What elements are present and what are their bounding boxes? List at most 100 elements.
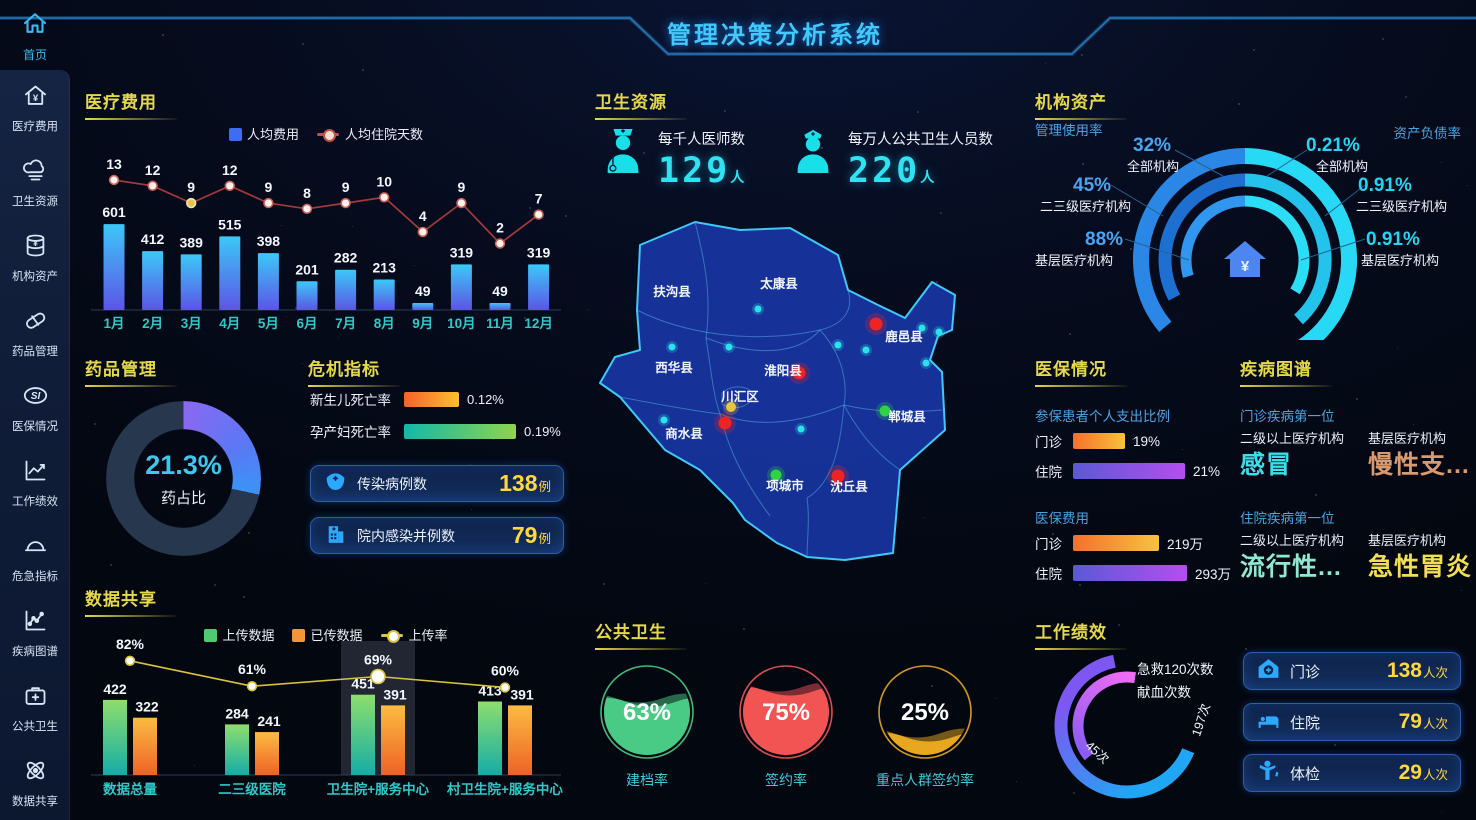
- district-label[interactable]: 郸城县: [888, 409, 926, 424]
- sidebar-item-8[interactable]: 公共卫生: [0, 670, 70, 745]
- panel-crisis: 危机指标 新生儿死亡率 0.12% 孕产妇死亡率 0.19% 传染病例数 138例 院内感…: [308, 355, 566, 570]
- panel-map: 扶沟县 太康县鹿邑县西华县 淮阳县 川汇区商水县 郸城县项城市 沈丘县: [592, 198, 1017, 570]
- sidebar-item-3[interactable]: 药品管理: [0, 295, 70, 370]
- panel-performance: 工作绩效 急救120次数 献血次数 197次 45次: [1035, 618, 1240, 818]
- svg-text:319: 319: [450, 244, 474, 260]
- svg-text:515: 515: [218, 216, 242, 232]
- crisis-card-1: 院内感染并例数 79例: [310, 517, 564, 554]
- insurance-row: 住院 293万: [1035, 565, 1232, 582]
- svg-text:601: 601: [102, 204, 126, 220]
- right-metric-label: 全部机构: [1316, 159, 1369, 174]
- sidebar-item-5[interactable]: 工作绩效: [0, 445, 70, 520]
- panel-org-asset: 机构资产 管理使用率 资产负债率 ¥32% 全部机构 45% 二三级医疗机构 88% 基层…: [1035, 88, 1465, 340]
- disease-name: 感冒: [1240, 451, 1293, 479]
- left-metric-label: 二三级医疗机构: [1040, 199, 1132, 214]
- svg-text:422: 422: [103, 681, 127, 697]
- svg-text:12月: 12月: [524, 316, 553, 331]
- sidebar-item-1[interactable]: 卫生资源: [0, 145, 70, 220]
- svg-text:319: 319: [527, 244, 551, 260]
- sidebar-item-label: 工作绩效: [12, 495, 58, 508]
- sidebar-item-7[interactable]: 疾病图谱: [0, 595, 70, 670]
- legend-item: 已传数据: [292, 625, 363, 644]
- disease-subtitle: 住院疾病第一位: [1240, 511, 1335, 526]
- panel-title: 医保情况: [1035, 360, 1107, 379]
- sidebar-item-6[interactable]: 危急指标: [0, 520, 70, 595]
- sidebar-item-0[interactable]: ¥ 医疗费用: [0, 70, 70, 145]
- svg-text:13: 13: [106, 156, 122, 172]
- title-underline: [85, 615, 177, 617]
- svg-text:398: 398: [257, 233, 281, 249]
- svg-text:2月: 2月: [142, 316, 163, 331]
- medical-cost-chart: 601 1月 412 2月 389 3月 515 4月 398 5月 201 6月 282 7月 213 8月…: [85, 136, 567, 341]
- panel-insurance: 医保情况 参保患者个人支出比例 门诊 19% 住院 21% 医保费用 门诊 219万 住院 293…: [1035, 355, 1235, 590]
- right-metric-value: 0.21%: [1306, 135, 1360, 156]
- database-yen-icon: ¥: [22, 232, 49, 264]
- health-stat-0: 每千人医师数 129人: [600, 126, 745, 189]
- visit-card-门诊: 门诊 138人次: [1243, 652, 1461, 690]
- panel-title: 医疗费用: [85, 93, 157, 112]
- district-label[interactable]: 淮阳县: [764, 363, 802, 378]
- crisis-card-0: 传染病例数 138例: [310, 465, 564, 502]
- sidebar-item-label: 医疗费用: [12, 120, 58, 133]
- cloud-icon: [22, 157, 49, 189]
- panel-data-share: 数据共享 上传数据 已传数据 上传率 422 322 数据总量 284 241 二三级医院 45…: [85, 585, 567, 817]
- district-label[interactable]: 太康县: [760, 276, 798, 291]
- district-label[interactable]: 鹿邑县: [885, 329, 923, 344]
- svg-text:二三级医院: 二三级医院: [218, 781, 286, 797]
- svg-text:4: 4: [419, 208, 427, 224]
- svg-text:¥: ¥: [33, 237, 38, 247]
- sidebar-item-9[interactable]: 数据共享: [0, 745, 70, 820]
- svg-text:8: 8: [303, 185, 311, 201]
- house-yen-icon: ¥: [1224, 241, 1266, 277]
- svg-text:61%: 61%: [238, 661, 267, 677]
- sidebar-item-label: 数据共享: [12, 795, 58, 808]
- svg-text:12: 12: [222, 162, 238, 178]
- panel-title: 卫生资源: [595, 93, 667, 112]
- home-icon: [20, 13, 50, 42]
- chart-dots-icon: [22, 607, 49, 639]
- svg-text:284: 284: [225, 705, 249, 721]
- svg-text:数据总量: 数据总量: [103, 781, 157, 797]
- svg-text:12: 12: [145, 162, 161, 178]
- district-label[interactable]: 扶沟县: [653, 284, 691, 299]
- svg-text:2: 2: [496, 220, 504, 236]
- district-label[interactable]: 商水县: [665, 426, 703, 441]
- gauge-label: 重点人群签约率: [876, 772, 974, 788]
- svg-text:¥: ¥: [32, 93, 38, 104]
- sidebar-item-2[interactable]: ¥ 机构资产: [0, 220, 70, 295]
- sidebar-item-label: 药品管理: [12, 345, 58, 358]
- svg-text:村卫生院+服务中心: 村卫生院+服务中心: [447, 781, 563, 797]
- svg-text:4月: 4月: [219, 316, 240, 331]
- svg-text:75%: 75%: [762, 699, 810, 726]
- sidebar-item-label: 卫生资源: [12, 195, 58, 208]
- district-label[interactable]: 沈丘县: [830, 479, 868, 494]
- svg-text:282: 282: [334, 250, 358, 266]
- panel-title: 机构资产: [1035, 93, 1107, 112]
- svg-text:9: 9: [265, 179, 273, 195]
- insurance-row: 门诊 19%: [1035, 433, 1161, 450]
- svg-text:卫生院+服务中心: 卫生院+服务中心: [327, 781, 430, 797]
- drug-ratio-label: 药占比: [160, 489, 206, 507]
- svg-text:322: 322: [135, 699, 159, 715]
- visit-card-体检: 体检 29人次: [1243, 754, 1461, 792]
- sidebar-item-home[interactable]: 首页: [0, 8, 70, 63]
- left-metric-value: 45%: [1073, 175, 1112, 196]
- sidebar-item-label: 公共卫生: [12, 720, 58, 733]
- panel-title: 数据共享: [85, 590, 157, 609]
- svg-text:9: 9: [342, 179, 350, 195]
- bar-line-chart: 6011月4122月3893月5154月3985月2016月2827月2138月…: [91, 156, 561, 331]
- district-label[interactable]: 川汇区: [720, 390, 759, 404]
- insurance-row: 门诊 219万: [1035, 535, 1204, 552]
- svg-text:9月: 9月: [412, 316, 433, 331]
- trend-icon: [22, 457, 49, 489]
- sidebar-item-4[interactable]: SI 医保情况: [0, 370, 70, 445]
- svg-text:49: 49: [415, 283, 431, 299]
- svg-text:8月: 8月: [374, 316, 395, 331]
- region-map: 扶沟县 太康县鹿邑县西华县 淮阳县 川汇区商水县 郸城县项城市 沈丘县: [592, 198, 1017, 575]
- disease-name: 流行性...: [1240, 553, 1342, 581]
- district-label[interactable]: 项城市: [766, 478, 804, 493]
- district-label[interactable]: 西华县: [655, 360, 693, 375]
- svg-text:69%: 69%: [364, 652, 393, 668]
- panel-public-health: 公共卫生 63% 建档率 75% 签约率 25% 重点人群签约率: [595, 618, 1040, 816]
